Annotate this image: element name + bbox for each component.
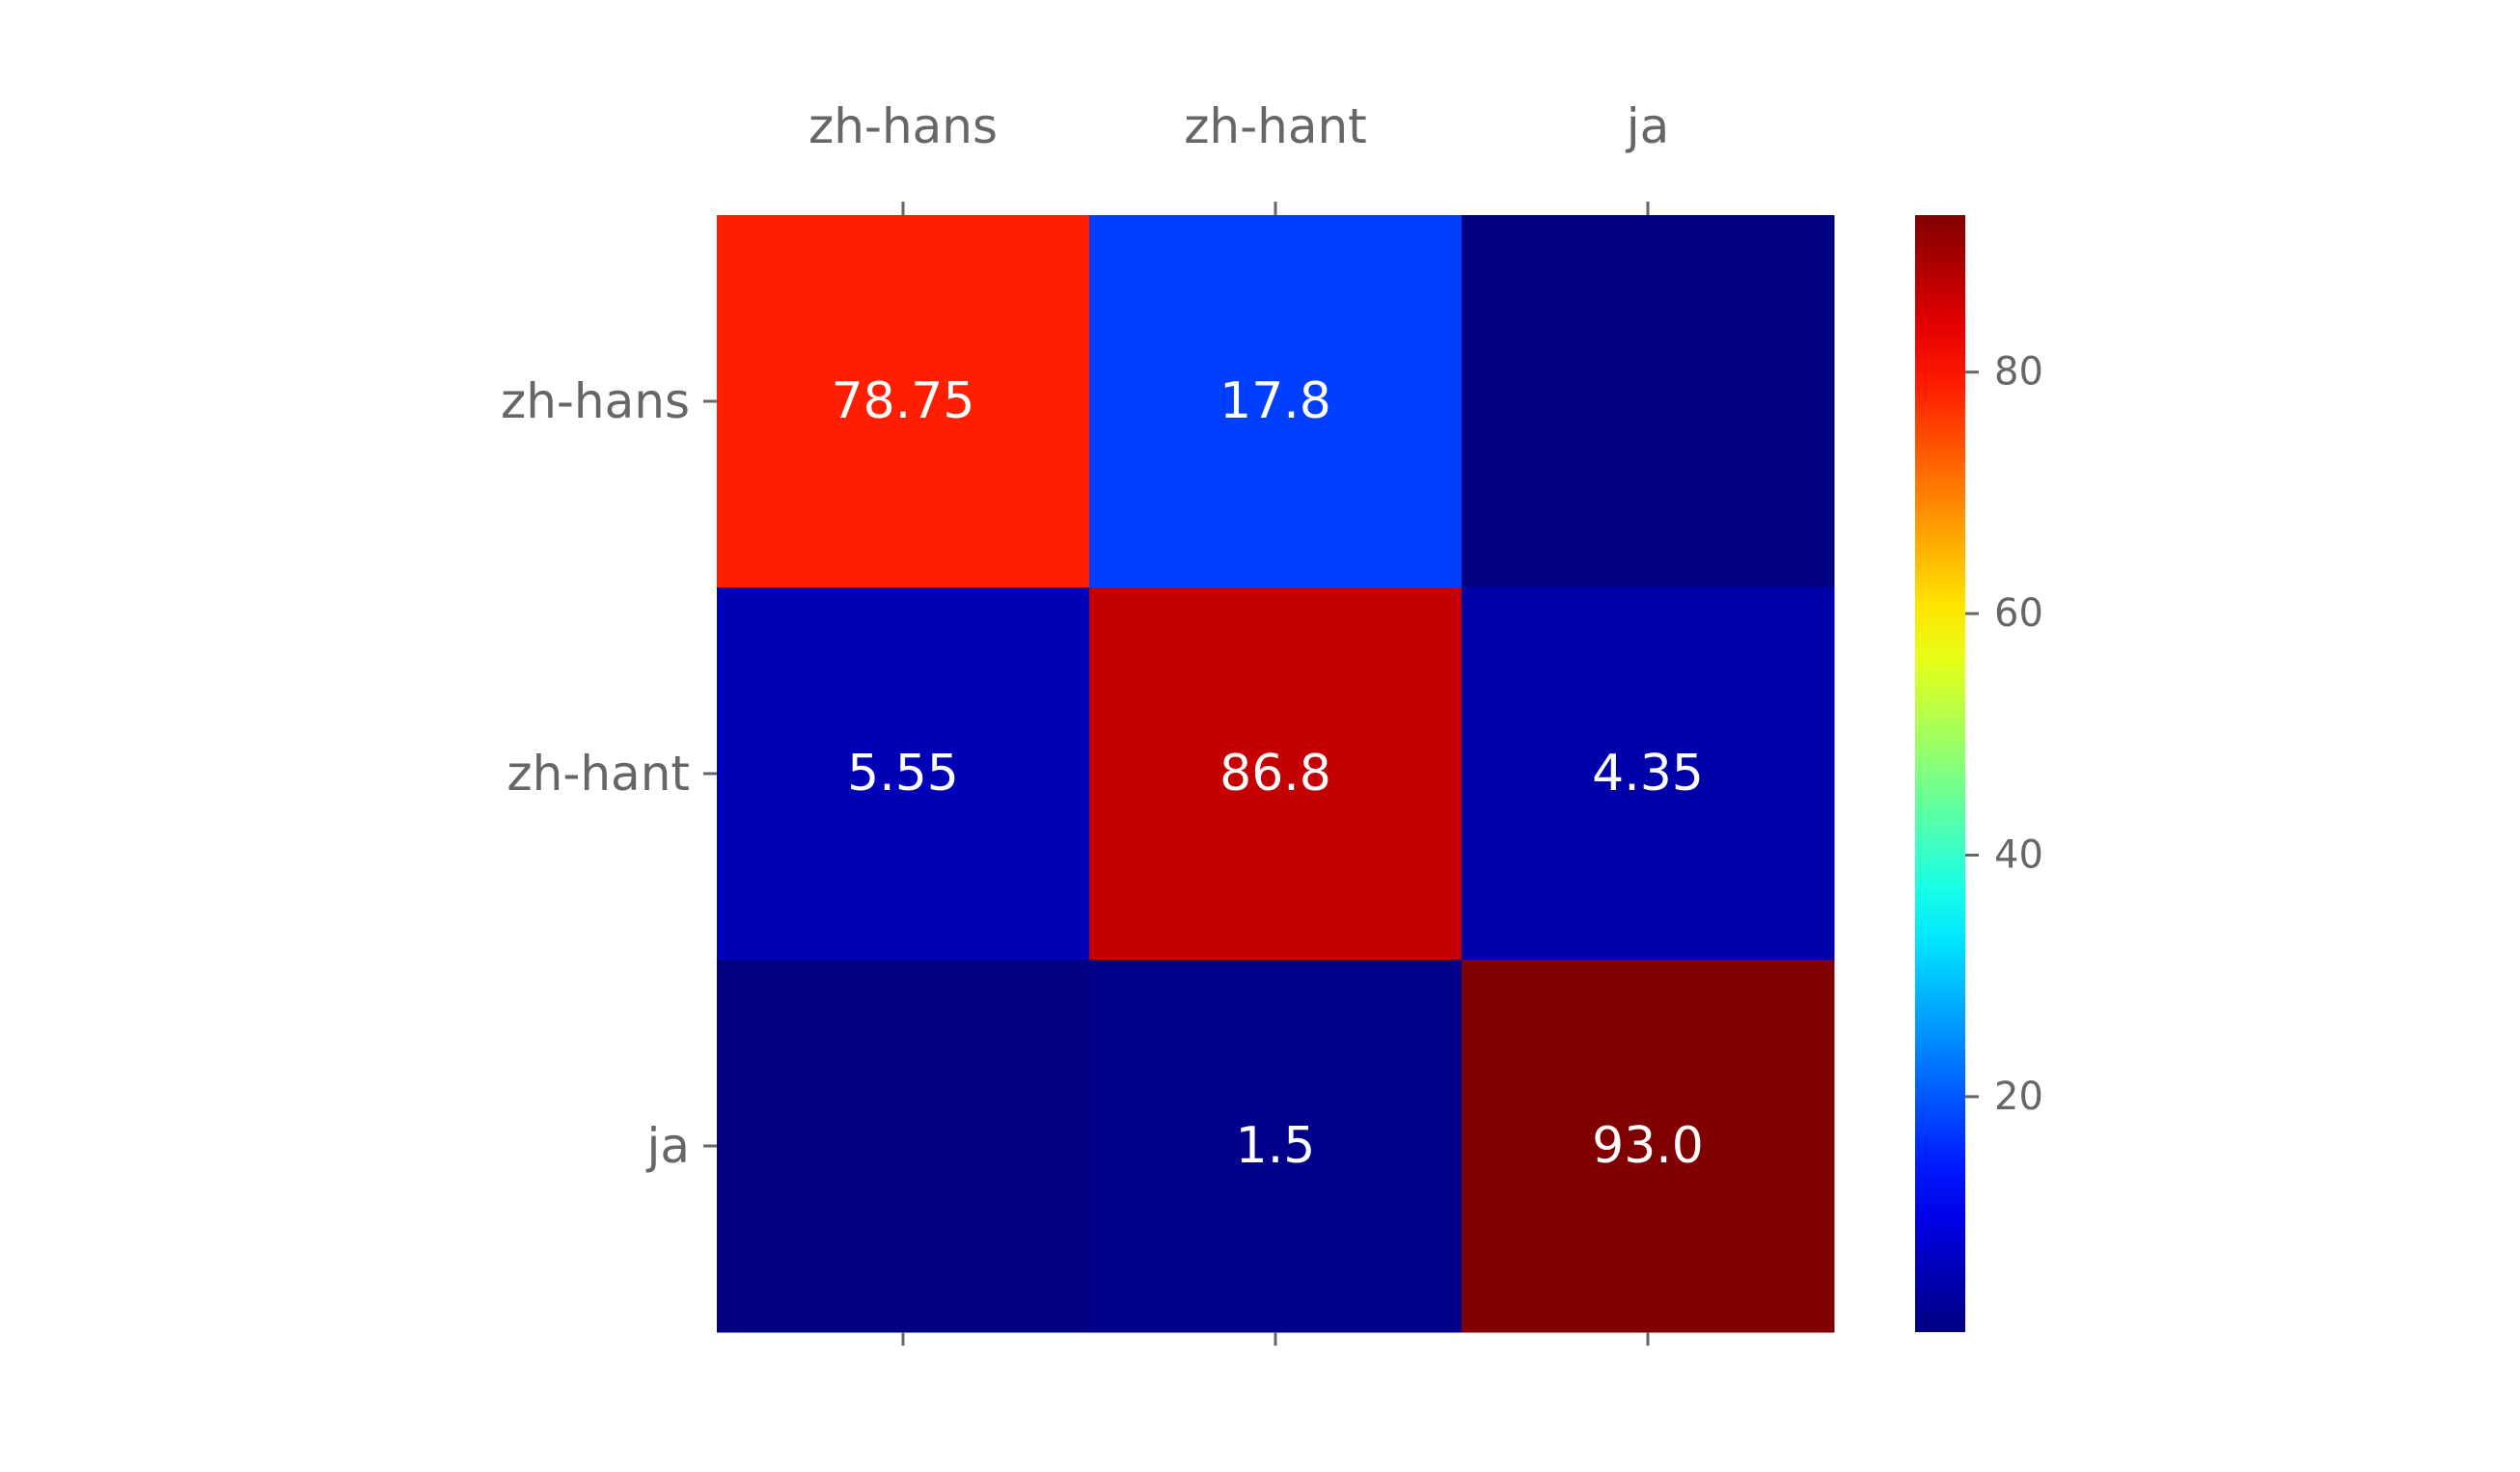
heatmap-cells bbox=[717, 215, 1835, 1333]
y-tick-label: zh-hans bbox=[501, 373, 690, 429]
heatmap-cell-zh-hans-ja bbox=[1462, 215, 1835, 588]
colorbar-gradient bbox=[1915, 215, 1965, 1332]
heatmap-cell-ja-zh-hans bbox=[717, 960, 1090, 1333]
heatmap-cell-labels: 78.75 17.8 5.55 86.8 4.35 1.5 93.0 bbox=[832, 372, 1704, 1175]
x-axis-bottom bbox=[901, 1332, 1650, 1346]
colorbar-ticks: 20 40 60 80 bbox=[1965, 350, 2043, 1119]
x-tick-label: ja bbox=[1626, 98, 1670, 154]
y-axis: zh-hans zh-hant ja bbox=[501, 373, 717, 1174]
colorbar-tick-label: 60 bbox=[1994, 591, 2043, 636]
heatmap-cell-zh-hant-zh-hant bbox=[1089, 587, 1463, 961]
x-tick-label: zh-hant bbox=[1184, 98, 1367, 154]
heatmap-cell-zh-hans-zh-hant bbox=[1089, 215, 1463, 588]
colorbar: 20 40 60 80 bbox=[1915, 215, 2043, 1332]
colorbar-tick-label: 20 bbox=[1994, 1075, 2043, 1119]
cell-value-label: 4.35 bbox=[1592, 745, 1704, 803]
colorbar-tick-label: 80 bbox=[1994, 350, 2043, 395]
heatmap-cell-ja-ja bbox=[1462, 960, 1835, 1333]
x-axis-top: zh-hans zh-hant ja bbox=[808, 98, 1669, 215]
cell-value-label: 17.8 bbox=[1219, 372, 1331, 430]
cell-value-label: 5.55 bbox=[847, 745, 959, 803]
heatmap-cell-ja-zh-hant bbox=[1089, 960, 1463, 1333]
x-tick-label: zh-hans bbox=[808, 98, 998, 154]
colorbar-tick-label: 40 bbox=[1994, 833, 2043, 878]
y-tick-label: ja bbox=[645, 1118, 690, 1174]
heatmap-cell-zh-hans-zh-hans bbox=[717, 215, 1090, 588]
heatmap-cell-zh-hant-ja bbox=[1462, 587, 1835, 961]
cell-value-label: 78.75 bbox=[832, 372, 975, 430]
y-tick-label: zh-hant bbox=[507, 746, 690, 802]
cell-value-label: 86.8 bbox=[1219, 745, 1331, 803]
cell-value-label: 1.5 bbox=[1236, 1117, 1316, 1175]
heatmap-cell-zh-hant-zh-hans bbox=[717, 587, 1090, 961]
cell-value-label: 93.0 bbox=[1592, 1117, 1704, 1175]
